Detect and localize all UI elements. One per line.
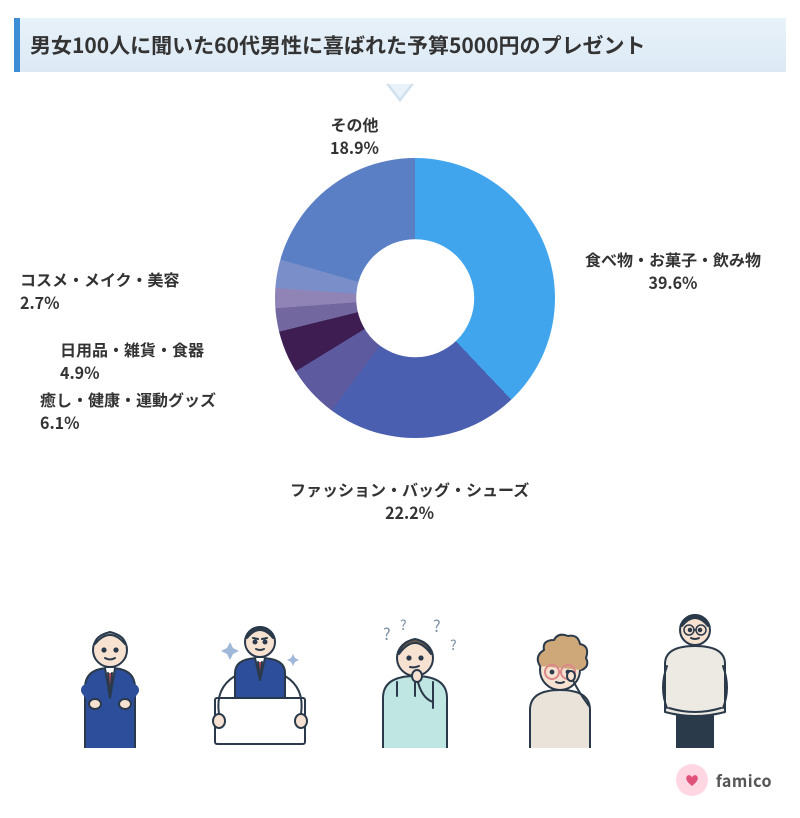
slice-label-text: 日用品・雑貨・食器 [60,338,204,361]
donut-chart [275,158,555,438]
famico-logo-text: famico [716,768,772,792]
slice-label-text: ファッション・バッグ・シューズ [290,478,529,501]
page-title: 男女100人に聞いた60代男性に喜ばれた予算5000円のプレゼント [30,30,646,60]
slice-label: 日用品・雑貨・食器4.9% [60,338,204,384]
slice-label-percent: 6.1% [40,411,216,434]
donut-hole [356,239,474,357]
svg-text:?: ? [400,618,407,635]
famico-logo-badge-icon [676,764,708,796]
title-banner: 男女100人に聞いた60代男性に喜ばれた予算5000円のプレゼント [14,18,786,72]
slice-label-percent: 39.6% [585,271,761,294]
slice-label-text: コスメ・メイク・美容 [20,268,179,291]
people-illustration-row: ? ? ? ? [0,608,800,748]
slice-label-percent: 22.2% [290,501,529,524]
thinking-man-questions-icon: ? ? ? ? [355,618,475,748]
slice-label-text: 癒し・健康・運動グッズ [40,388,216,411]
slice-label: コスメ・メイク・美容2.7% [20,268,179,314]
businessman-crossed-arms-icon [55,618,165,748]
slice-label-text: 食べ物・お菓子・飲み物 [585,248,761,271]
famico-logo: famico [676,764,772,796]
svg-text:?: ? [450,635,457,655]
slice-label: 癒し・健康・運動グッズ6.1% [40,388,216,434]
slice-label-percent: 4.9% [60,361,204,384]
slice-label-percent: 18.9% [330,136,379,159]
svg-text:?: ? [383,621,391,645]
slice-label-percent: 2.7% [20,291,179,314]
slice-label-text: その他 [330,113,379,136]
person-sweater-icon [645,608,745,748]
glasses-person-curly-icon [505,628,615,748]
banner-pointer [386,84,414,102]
man-holding-sign-icon [195,618,325,748]
svg-text:?: ? [433,618,441,637]
slice-label: ファッション・バッグ・シューズ22.2% [290,478,529,524]
slice-label: 食べ物・お菓子・飲み物39.6% [585,248,761,294]
slice-label: その他18.9% [330,113,379,159]
